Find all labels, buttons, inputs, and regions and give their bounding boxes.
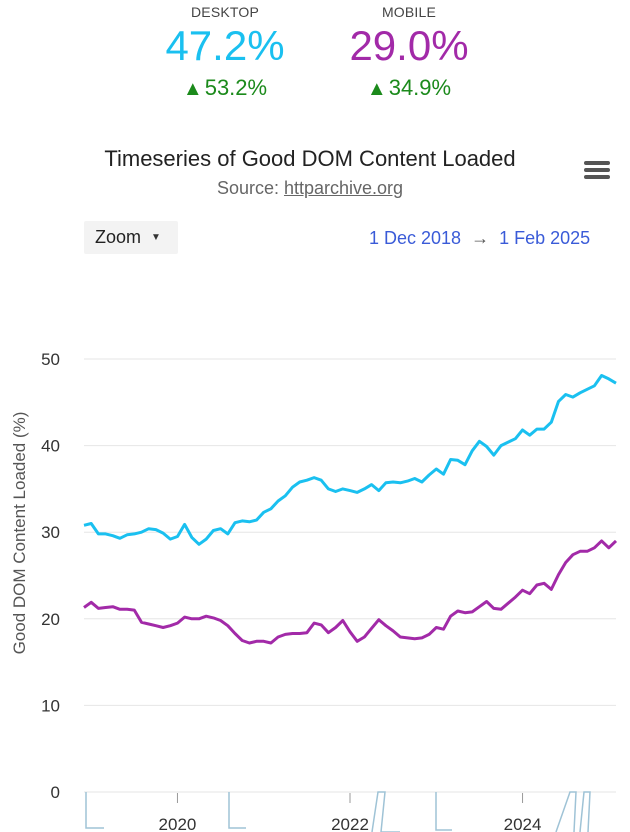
mobile-label: MOBILE (381, 4, 437, 20)
subtitle-prefix: Source: (216, 178, 284, 198)
navigator-mark (435, 792, 452, 831)
range-arrow: → (471, 228, 490, 248)
x-ticks: 2020 2022 2024 (159, 793, 542, 832)
mobile-change: ▲34.9% (334, 75, 484, 101)
chart-title: Timeseries of Good DOM Content Loaded (104, 146, 516, 171)
y-ticks: 0 10 20 30 40 50 (41, 350, 60, 802)
navigator-mark (85, 792, 104, 829)
grid (84, 358, 616, 793)
chart-menu-icon[interactable] (582, 158, 612, 184)
desktop-change-value: 53.2% (204, 75, 268, 100)
range-end[interactable]: 1 Feb 2025 (499, 228, 591, 248)
y-tick-label: 50 (41, 350, 60, 369)
range-start[interactable]: 1 Dec 2018 (369, 228, 462, 248)
navigator-mark (555, 791, 577, 832)
y-tick-label: 10 (41, 696, 60, 715)
series-lines (83, 374, 618, 645)
y-tick-label: 0 (51, 783, 60, 802)
x-tick-label: 2024 (504, 815, 542, 832)
x-tick-label: 2020 (159, 815, 197, 832)
caret-down-icon: ▼ (151, 232, 161, 243)
up-arrow-icon: ▲ (182, 78, 203, 100)
up-arrow-icon: ▲ (366, 78, 387, 100)
y-tick-label: 40 (41, 437, 60, 456)
zoom-label: Zoom (95, 227, 142, 247)
mobile-value: 29.0% (349, 22, 469, 69)
navigator-mark (371, 791, 400, 832)
y-tick-label: 30 (41, 523, 60, 542)
navigator-mark (228, 792, 246, 829)
summary-panel: DESKTOP 47.2% ▲53.2% MOBILE 29.0% ▲34.9% (0, 0, 630, 120)
mobile-metric: MOBILE 29.0% ▲34.9% (334, 4, 484, 101)
series-line-desktop[interactable] (83, 374, 617, 546)
desktop-label: DESKTOP (190, 4, 260, 20)
date-range: 1 Dec 2018 → 1 Feb 2025 (369, 228, 590, 249)
source-link[interactable]: httparchive.org (283, 178, 404, 198)
zoom-button[interactable]: Zoom ▼ (84, 221, 178, 254)
chart-subtitle: Source: httparchive.org (0, 178, 620, 199)
navigator-marks (85, 791, 591, 832)
y-axis-title: Good DOM Content Loaded (%) (10, 412, 29, 655)
y-tick-label: 20 (41, 610, 60, 629)
navigator-mark (579, 791, 591, 832)
x-tick-label: 2022 (331, 815, 369, 832)
series-line-mobile[interactable] (83, 539, 618, 645)
desktop-change: ▲53.2% (150, 75, 300, 101)
desktop-metric: DESKTOP 47.2% ▲53.2% (150, 4, 300, 101)
mobile-change-value: 34.9% (388, 75, 452, 100)
desktop-value: 47.2% (165, 22, 285, 69)
